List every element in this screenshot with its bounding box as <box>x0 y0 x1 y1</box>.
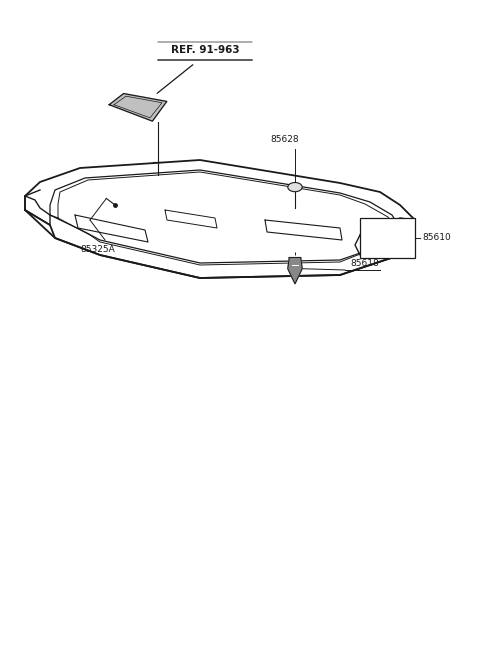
Ellipse shape <box>288 183 302 192</box>
Text: REF. 91-963: REF. 91-963 <box>171 45 240 55</box>
Polygon shape <box>109 93 167 121</box>
Polygon shape <box>360 218 415 258</box>
Text: 85325A: 85325A <box>80 245 115 254</box>
Text: 85610: 85610 <box>422 233 451 242</box>
Text: 85618: 85618 <box>350 259 379 268</box>
Text: 85628: 85628 <box>270 135 299 145</box>
Polygon shape <box>288 258 302 284</box>
